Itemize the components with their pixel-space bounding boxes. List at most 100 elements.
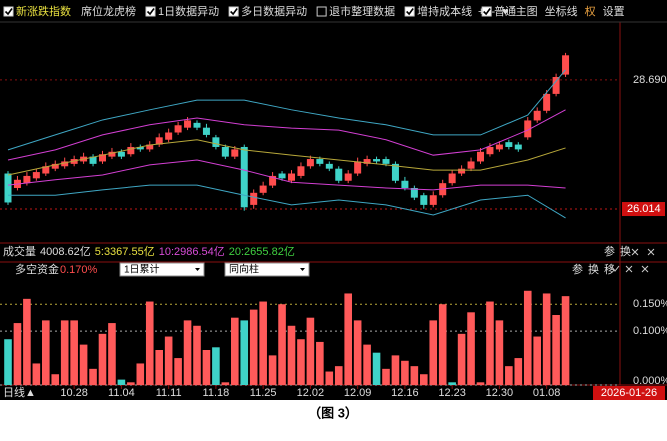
x-tick-label: 12.02 — [297, 387, 325, 399]
candle-body — [117, 151, 125, 157]
bar — [505, 366, 513, 385]
toolbar-item[interactable]: 普通 — [494, 4, 516, 18]
dropdown-value: 1日累计 — [124, 263, 160, 276]
panel-check[interactable] — [611, 265, 620, 272]
current-date: 2026-01-26 — [601, 387, 657, 399]
checkbox[interactable] — [481, 6, 492, 17]
dropdown[interactable] — [224, 262, 310, 277]
band-line — [7, 69, 566, 151]
toolbar-item[interactable]: 退市整理数据 — [329, 4, 395, 18]
bar — [542, 293, 551, 385]
candle-body — [23, 175, 31, 184]
bar — [202, 350, 211, 385]
candle-body — [344, 173, 352, 181]
toolbar-button[interactable]: + — [478, 6, 484, 18]
candle-body — [391, 163, 399, 181]
panel-button[interactable]: 移 — [604, 263, 615, 276]
period-label[interactable]: 日线▲ — [3, 385, 36, 399]
candle-body — [193, 122, 201, 128]
panel-close[interactable] — [631, 248, 639, 256]
candle-body — [505, 142, 513, 147]
checkbox[interactable] — [316, 6, 327, 17]
toolbar-button[interactable]: 设置 — [603, 5, 625, 18]
bar — [240, 320, 249, 385]
toolbar-button[interactable]: - — [491, 6, 495, 18]
bar — [278, 304, 286, 385]
toolbar-item[interactable]: 1日数据异动 — [158, 4, 219, 18]
bar — [249, 309, 258, 385]
candle-body — [382, 159, 390, 164]
candle-body — [401, 180, 409, 188]
checkbox[interactable] — [145, 6, 156, 17]
candle-body — [51, 163, 59, 169]
panel-close[interactable] — [641, 265, 649, 273]
bar — [23, 298, 31, 385]
candle-body — [231, 149, 239, 157]
candle-body — [155, 137, 163, 145]
bar — [108, 323, 116, 385]
candle-body — [269, 175, 277, 186]
toolbar-button[interactable]: ♥ — [502, 6, 509, 18]
candle-body — [325, 163, 333, 169]
bar — [316, 341, 324, 385]
toolbar-button[interactable]: 权 — [585, 5, 596, 18]
panel-button[interactable]: 换 — [620, 244, 631, 258]
candle-body — [108, 151, 116, 157]
checkbox[interactable] — [404, 6, 415, 17]
x-tick-label: 11.04 — [108, 387, 135, 399]
x-tick-label: 11.18 — [203, 387, 230, 399]
band-line — [8, 184, 566, 219]
bar — [117, 379, 126, 385]
bar — [401, 360, 409, 385]
bar — [552, 315, 560, 385]
bar — [136, 363, 145, 385]
candle-body — [486, 146, 494, 155]
candle-body — [127, 146, 135, 155]
bar — [212, 347, 220, 385]
indicator-value: 4008.62亿 — [40, 245, 91, 258]
current-value: 0.170% — [60, 264, 98, 276]
candle-body — [316, 159, 324, 164]
bar — [325, 371, 334, 385]
toolbar-item[interactable]: 新涨跌指数 — [16, 4, 71, 18]
panel-close[interactable] — [647, 248, 655, 256]
toolbar-item[interactable]: 增持成本线 — [417, 4, 472, 18]
bar — [42, 320, 50, 385]
panel-close[interactable] — [625, 265, 633, 273]
bar — [32, 363, 41, 385]
bar — [467, 312, 475, 385]
candle-body — [354, 161, 362, 174]
panel-title: 多空资金 — [15, 262, 59, 276]
candle-body — [373, 159, 381, 162]
candle-body — [495, 144, 503, 150]
candle-body — [410, 187, 418, 198]
candle-body — [306, 159, 314, 167]
x-tick-label: 12.09 — [344, 387, 372, 399]
candle-body — [514, 144, 522, 150]
panel-button[interactable]: 换 — [588, 262, 599, 276]
panel-button[interactable]: 参 — [572, 262, 583, 276]
candle-body — [562, 55, 570, 75]
toolbar-button[interactable]: 坐标线 — [545, 4, 578, 18]
panel-button[interactable]: 参 — [604, 244, 615, 258]
toolbar-button[interactable]: 主图 — [516, 5, 538, 18]
toolbar-item[interactable]: 多日数据异动 — [241, 4, 307, 18]
toolbar-item[interactable]: 席位龙虎榜 — [81, 4, 136, 18]
dropdown-arrow — [195, 268, 200, 271]
candle-body — [458, 168, 466, 174]
candle-body — [552, 77, 560, 94]
candle-body — [165, 132, 173, 140]
checkbox[interactable] — [3, 6, 14, 17]
bar — [344, 293, 352, 385]
bar — [523, 290, 532, 385]
band-line — [7, 159, 566, 191]
candle-body — [278, 173, 286, 179]
indicator-value: 10:2986.54亿 — [159, 245, 225, 258]
checkbox[interactable] — [228, 6, 239, 17]
bar — [145, 301, 154, 385]
indicator-value: 20:2655.82亿 — [229, 245, 295, 258]
x-tick-label: 12.23 — [438, 387, 466, 399]
dropdown[interactable] — [119, 262, 205, 277]
dropdown-value: 同向柱 — [229, 263, 259, 276]
candle-body — [448, 173, 456, 184]
